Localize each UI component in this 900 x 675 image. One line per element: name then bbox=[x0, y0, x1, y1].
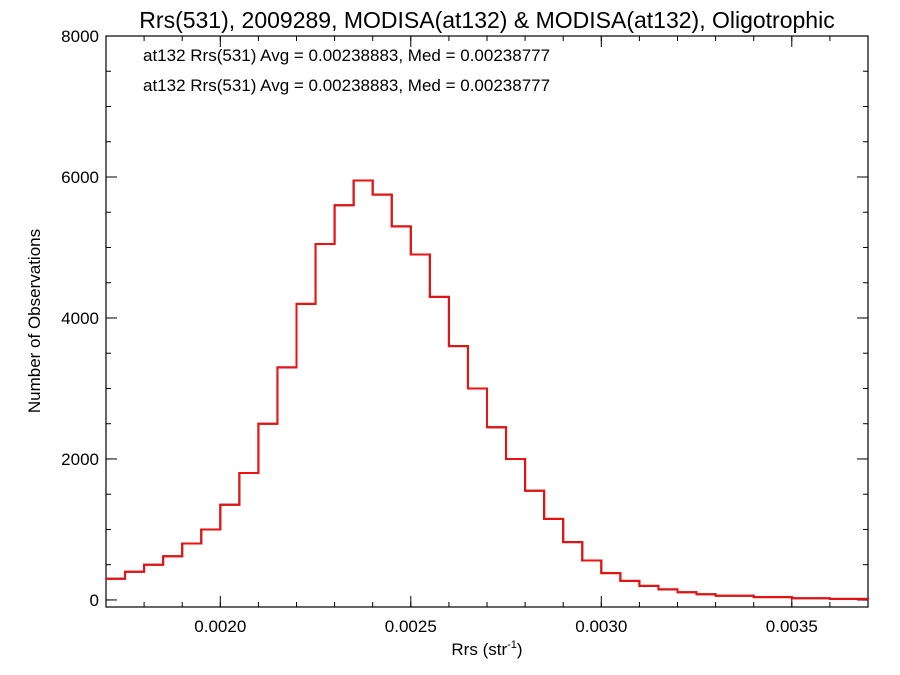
series-group bbox=[106, 179, 869, 600]
x-tick-label: 0.0025 bbox=[385, 617, 437, 636]
y-tick-label: 0 bbox=[90, 591, 99, 610]
x-tick-labels: 0.0020 0.0025 0.0030 0.0035 bbox=[194, 617, 818, 636]
chart-title: Rrs(531), 2009289, MODISA(at132) & MODIS… bbox=[139, 7, 834, 33]
y-axis-label: Number of Observations bbox=[25, 229, 44, 413]
y-tick-label: 4000 bbox=[61, 309, 99, 328]
y-tick-label: 6000 bbox=[61, 168, 99, 187]
annotation-black: at132 Rrs(531) Avg = 0.00238883, Med = 0… bbox=[143, 46, 550, 65]
y-tick-label: 2000 bbox=[61, 450, 99, 469]
x-tick-label: 0.0020 bbox=[194, 617, 246, 636]
x-axis-label-main: Rrs (str bbox=[451, 640, 507, 659]
x-axis-label: Rrs (str-1) bbox=[451, 639, 522, 659]
y-tick-labels: 0 2000 4000 6000 8000 bbox=[61, 27, 99, 610]
histogram-series-1 bbox=[106, 179, 869, 600]
annotation-red: at132 Rrs(531) Avg = 0.00238883, Med = 0… bbox=[143, 76, 550, 95]
x-axis-label-close: ) bbox=[517, 640, 523, 659]
x-tick-label: 0.0030 bbox=[575, 617, 627, 636]
y-tick-label: 8000 bbox=[61, 27, 99, 46]
x-tick-label: 0.0035 bbox=[766, 617, 818, 636]
axis-ticks bbox=[105, 35, 869, 607]
x-axis-label-sup: -1 bbox=[507, 639, 517, 651]
